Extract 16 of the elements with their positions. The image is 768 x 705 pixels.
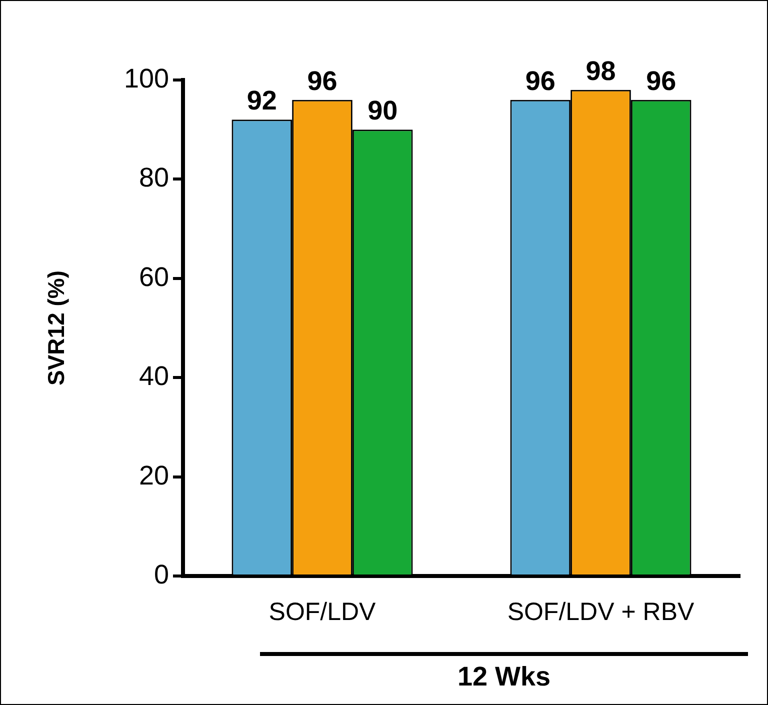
data-label: 96 bbox=[646, 66, 676, 96]
y-tick-label: 60 bbox=[138, 262, 169, 292]
data-label: 96 bbox=[307, 66, 338, 96]
data-label: 96 bbox=[525, 66, 556, 96]
y-axis-title: SVR12 (%) bbox=[43, 270, 70, 386]
data-label: 98 bbox=[586, 56, 616, 86]
y-tick-label: 80 bbox=[138, 162, 169, 193]
text: 12 Wks bbox=[457, 661, 551, 692]
x-tick-label: SOF/LDV + RBV bbox=[507, 598, 695, 626]
y-tick-label: 40 bbox=[138, 361, 169, 392]
y-tick-label: 100 bbox=[124, 63, 169, 94]
data-label: 92 bbox=[246, 86, 277, 116]
data-label: 90 bbox=[368, 96, 398, 126]
y-tick-label: 0 bbox=[154, 559, 169, 590]
x-tick-label: SOF/LDV bbox=[268, 598, 376, 626]
y-tick-label: 20 bbox=[138, 460, 169, 490]
